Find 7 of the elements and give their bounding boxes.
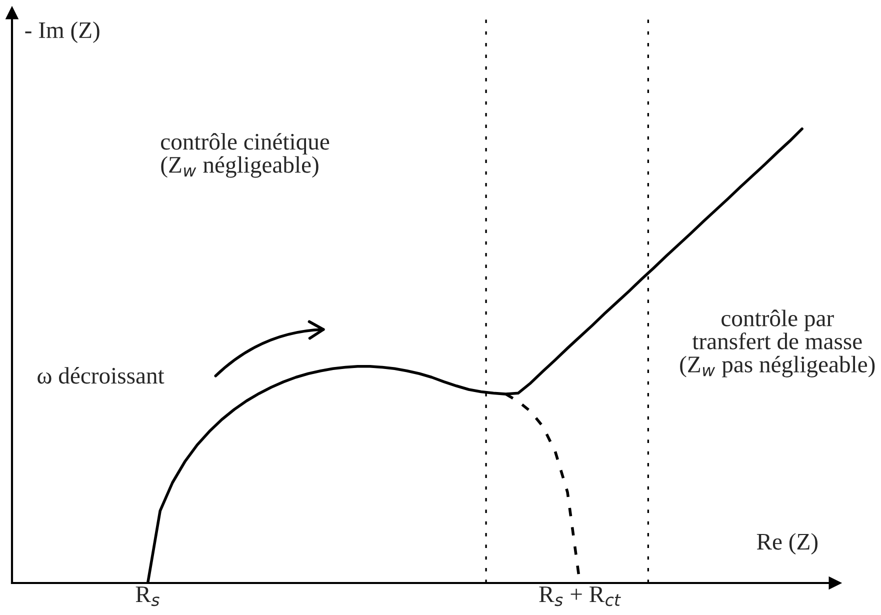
annotation: ω décroissant: [38, 367, 164, 384]
x-tick-label: R$_{s}$: [136, 586, 160, 606]
x-tick-label: R$_{s}$ + R$_{ct}$: [539, 586, 621, 606]
annotation: contrôle cinétique (Z$_{w}$ négligeable): [161, 133, 330, 178]
annotation: contrôle par transfert de masse (Z$_{w}$ pas négligeable): [680, 310, 875, 378]
y-axis-title: - Im (Z): [25, 22, 100, 43]
x-axis-title: Re (Z): [756, 533, 818, 554]
